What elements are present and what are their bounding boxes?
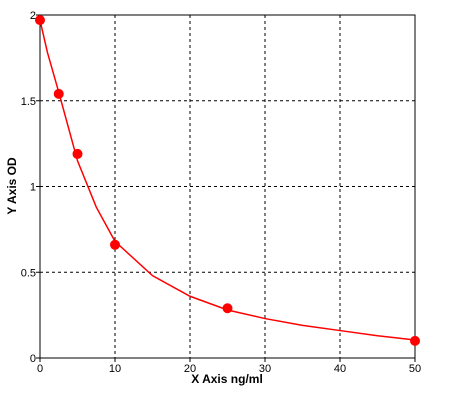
data-point: [110, 239, 120, 250]
plot-frame: [39, 14, 416, 359]
x-tick-label: 50: [409, 363, 421, 375]
y-tick-label: 1.5: [21, 96, 36, 108]
x-tick-label: 0: [37, 363, 43, 375]
x-tick-label: 20: [184, 363, 196, 375]
y-tick-label: 2: [30, 10, 36, 22]
y-tick-label: 0: [30, 353, 36, 365]
x-tick-label: 40: [334, 363, 346, 375]
y-tick-label: 1: [30, 182, 36, 194]
y-axis-title: Y Axis OD: [5, 157, 19, 215]
y-tick-label: 0.5: [21, 267, 36, 279]
x-tick-label: 10: [109, 363, 121, 375]
data-point: [410, 335, 420, 346]
x-axis-title: X Axis ng/ml: [191, 372, 263, 386]
fit-curve: [39, 19, 416, 341]
x-tick-label: 30: [259, 363, 271, 375]
